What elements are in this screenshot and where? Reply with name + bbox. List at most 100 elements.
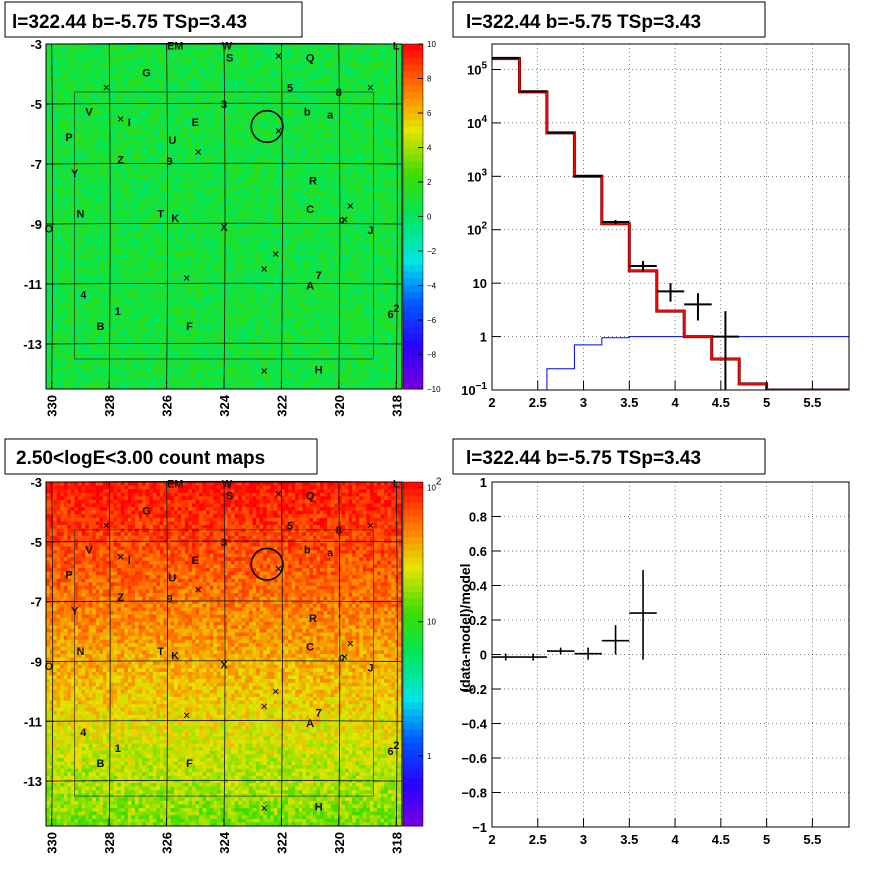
map-cell xyxy=(67,216,72,221)
map-cell xyxy=(231,169,236,174)
map-cell xyxy=(106,209,111,214)
map-cell xyxy=(323,205,328,210)
map-cell xyxy=(95,58,100,63)
map-cell xyxy=(245,137,250,142)
map-cell xyxy=(270,54,275,59)
map-cell xyxy=(156,133,161,138)
map-cell xyxy=(145,184,150,189)
map-cell xyxy=(95,119,100,124)
map-cell xyxy=(238,79,243,84)
map-cell xyxy=(362,123,367,128)
map-cell xyxy=(298,87,303,92)
map-cell xyxy=(224,198,228,203)
map-cell xyxy=(295,141,300,146)
map-cell xyxy=(188,83,193,88)
map-cell xyxy=(352,202,357,207)
map-cell xyxy=(291,112,296,117)
map-cell xyxy=(323,119,328,124)
map-cell xyxy=(174,65,179,70)
map-cell xyxy=(305,184,310,189)
map-cell xyxy=(142,90,147,95)
map-cell xyxy=(85,194,90,199)
map-cell xyxy=(142,112,147,117)
map-cell xyxy=(398,191,402,196)
map-cell xyxy=(384,151,389,156)
map-cell xyxy=(313,137,317,142)
map-cell xyxy=(284,51,289,56)
ts-map-title-box xyxy=(4,1,303,38)
map-cell xyxy=(95,94,100,99)
map-cell xyxy=(277,191,282,196)
map-cell xyxy=(302,155,307,160)
map-cell xyxy=(184,180,189,185)
map-cell xyxy=(159,184,164,189)
map-cell xyxy=(216,166,221,171)
map-cell xyxy=(74,194,79,199)
map-cell xyxy=(380,202,385,207)
map-cell xyxy=(88,184,93,189)
map-cell xyxy=(373,58,378,63)
map-cell xyxy=(124,220,129,225)
map-cell xyxy=(213,119,218,124)
map-cell xyxy=(259,65,264,70)
map-cell xyxy=(270,108,275,113)
map-cell xyxy=(377,159,382,163)
map-cell xyxy=(49,159,54,163)
map-cell xyxy=(362,173,367,178)
map-cell xyxy=(302,220,307,225)
map-cell xyxy=(184,202,189,207)
map-cell xyxy=(202,112,207,117)
map-cell xyxy=(163,130,168,135)
map-cell xyxy=(70,151,75,156)
map-cell xyxy=(352,97,357,102)
map-cell xyxy=(302,79,307,84)
map-cell xyxy=(195,194,200,199)
map-cell xyxy=(78,51,82,56)
map-cell xyxy=(305,123,310,128)
map-cell xyxy=(191,187,196,192)
map-cell xyxy=(334,212,339,217)
map-cell xyxy=(120,216,125,221)
map-cell xyxy=(323,61,328,66)
map-cell xyxy=(113,148,118,153)
map-cell xyxy=(78,61,82,66)
map-cell xyxy=(327,119,332,124)
map-cell xyxy=(81,47,86,52)
map-cell xyxy=(387,212,392,217)
map-cell xyxy=(174,105,179,110)
map-cell xyxy=(323,79,328,84)
map-cell xyxy=(74,58,79,63)
map-cell xyxy=(113,115,118,120)
map-cell xyxy=(366,173,371,178)
map-cell xyxy=(295,159,300,163)
map-cell xyxy=(291,155,296,160)
map-cell xyxy=(313,176,317,181)
map-cell xyxy=(284,151,289,156)
map-cell xyxy=(291,151,296,156)
map-cell xyxy=(70,79,75,84)
map-cell xyxy=(248,144,253,149)
map-cell xyxy=(270,58,275,63)
map-cell xyxy=(216,123,221,128)
map-cell xyxy=(124,79,129,84)
map-cell xyxy=(337,65,342,70)
map-cell xyxy=(277,108,282,113)
map-cell xyxy=(202,94,207,99)
map-cell xyxy=(78,209,82,214)
map-cell xyxy=(174,72,179,77)
map-cell xyxy=(341,144,346,149)
map-cell xyxy=(78,184,82,189)
map-cell xyxy=(170,187,175,192)
map-cell xyxy=(327,180,332,185)
map-cell xyxy=(345,162,349,167)
map-cell xyxy=(53,97,58,102)
map-cell xyxy=(252,105,257,110)
map-cell xyxy=(202,144,207,149)
map-cell xyxy=(380,76,385,81)
map-cell xyxy=(298,191,303,196)
map-cell xyxy=(387,119,392,124)
map-cell xyxy=(280,133,285,138)
map-cell xyxy=(56,123,61,128)
map-cell xyxy=(74,76,79,81)
map-cell xyxy=(391,115,396,120)
